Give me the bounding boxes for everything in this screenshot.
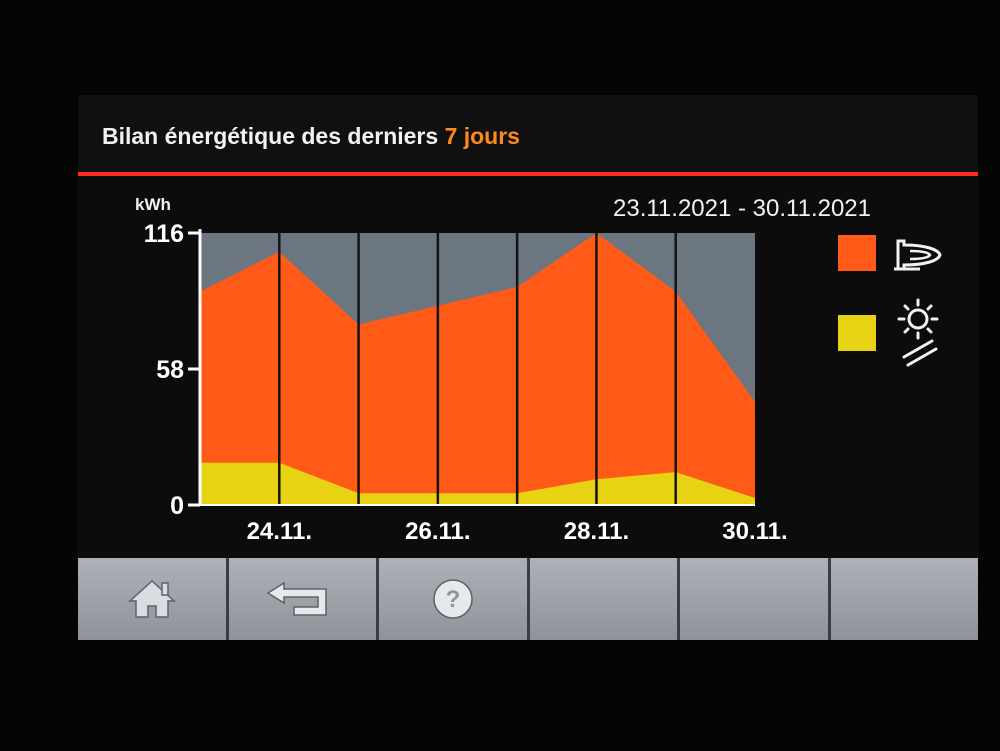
x-tick-label-28.11.: 28.11.	[564, 518, 629, 545]
series-area-solar	[200, 462, 755, 505]
back-button[interactable]	[228, 558, 379, 640]
header: Bilan énergétique des derniers 7 jours	[78, 95, 978, 173]
series-area-heating	[200, 233, 755, 505]
help-button[interactable]: ?	[379, 558, 530, 640]
home-button[interactable]	[78, 558, 229, 640]
title-accent: 7 jours	[444, 123, 520, 149]
legend-swatch-solar	[838, 315, 876, 351]
energy-chart: 116 58 0 24.11. 26.11. 28.11. 30.11.	[144, 220, 788, 545]
svg-text:?: ?	[445, 586, 460, 613]
y-tick-label-116: 116	[144, 220, 184, 248]
page-title: Bilan énergétique des derniers 7 jours	[102, 123, 520, 150]
date-range-label: 23.11.2021 - 30.11.2021	[613, 195, 871, 222]
back-arrow-icon	[266, 581, 327, 616]
y-tick-label-0: 0	[170, 492, 184, 520]
help-icon: ?	[433, 579, 473, 619]
empty-button-4[interactable]	[529, 558, 680, 640]
title-prefix: Bilan énergétique des derniers	[102, 123, 439, 149]
home-icon	[127, 579, 176, 618]
device-screen: Bilan énergétique des derniers 7 jours k…	[78, 95, 978, 640]
x-tick-label-26.11.: 26.11.	[405, 518, 470, 545]
empty-button-6[interactable]	[830, 558, 978, 640]
x-tick-label-30.11.: 30.11.	[722, 518, 787, 545]
header-divider	[78, 172, 978, 176]
legend-swatch-heating	[838, 235, 876, 271]
bottom-toolbar: ?	[78, 558, 978, 640]
solar-sun-icon	[897, 298, 939, 367]
y-axis-unit-label: kWh	[135, 195, 171, 214]
empty-button-5[interactable]	[680, 558, 831, 640]
x-tick-label-24.11.: 24.11.	[247, 518, 312, 545]
y-tick-label-58: 58	[156, 356, 184, 384]
heating-hotwater-icon	[894, 239, 942, 271]
